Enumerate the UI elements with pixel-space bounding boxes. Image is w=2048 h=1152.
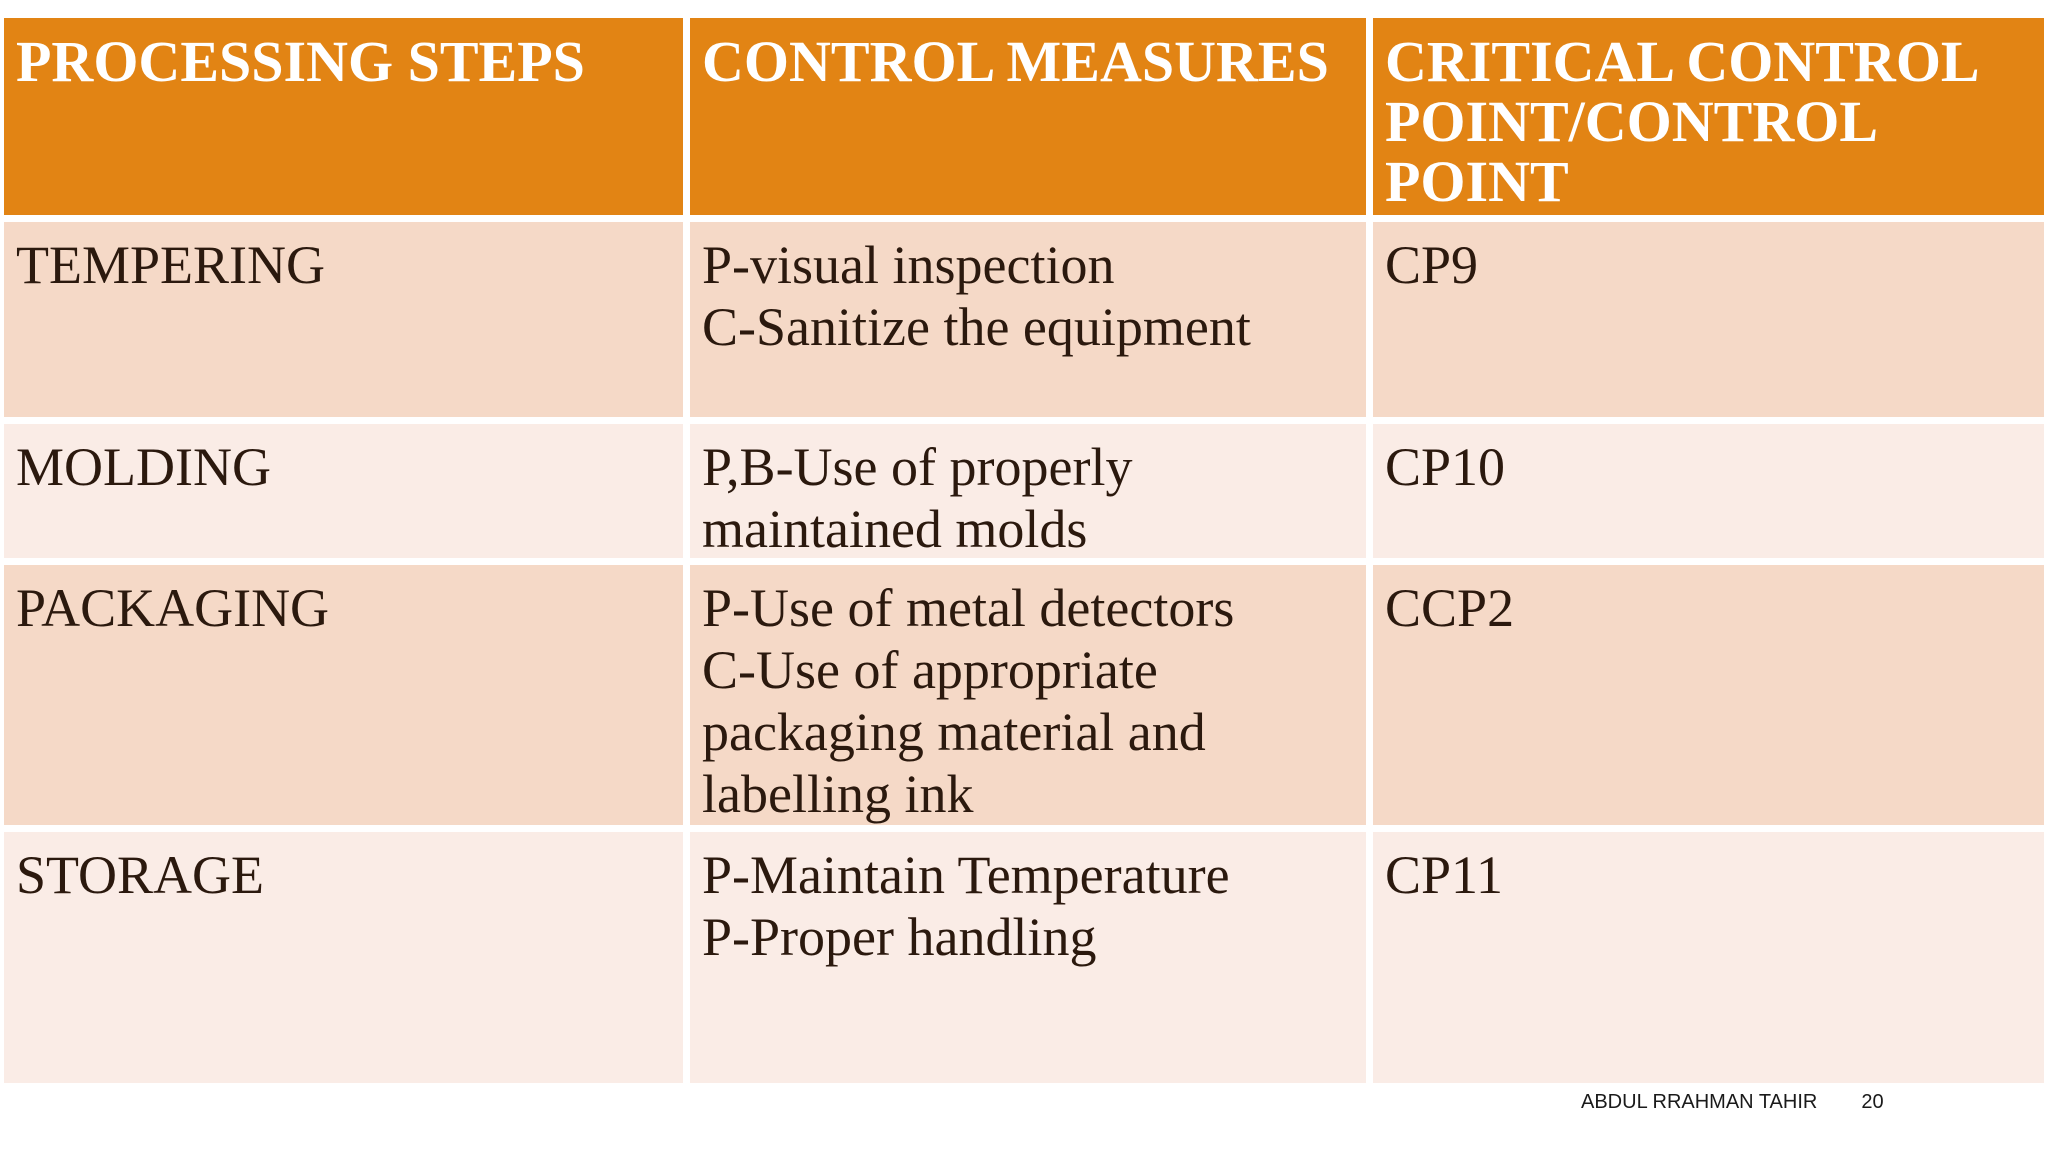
step-cell: MOLDING [4, 424, 683, 558]
ccp-cell: CP10 [1373, 424, 2044, 558]
ccp-cell: CCP2 [1373, 565, 2044, 825]
measures-cell: P-visual inspection C-Sanitize the equip… [690, 222, 1366, 417]
step-cell: TEMPERING [4, 222, 683, 417]
slide-footer: ABDUL RRAHMAN TAHIR 20 [1581, 1090, 1884, 1114]
measure-line: C-Use of appropriate packaging material … [702, 640, 1206, 824]
footer-author: ABDUL RRAHMAN TAHIR [1581, 1091, 1818, 1113]
step-cell: STORAGE [4, 832, 683, 1083]
footer-page-number: 20 [1861, 1091, 1884, 1113]
header-cell-critical-control-point: CRITICAL CONTROL POINT/CONTROL POINT [1373, 18, 2044, 215]
step-cell: PACKAGING [4, 565, 683, 825]
measures-cell: P-Use of metal detectors C-Use of approp… [690, 565, 1366, 825]
ccp-cell: CP11 [1373, 832, 2044, 1083]
measure-line: P-Maintain Temperature [702, 845, 1230, 905]
measures-cell: P-Maintain Temperature P-Proper handling [690, 832, 1366, 1083]
measure-line: P-visual inspection [702, 235, 1115, 295]
measures-cell: P,B-Use of properly maintained molds [690, 424, 1366, 558]
header-cell-processing-steps: PROCESSING STEPS [4, 18, 683, 215]
measure-line: P,B-Use of properly maintained molds [702, 437, 1133, 558]
haccp-table: PROCESSING STEPS CONTROL MEASURES CRITIC… [4, 18, 2044, 1083]
ccp-cell: CP9 [1373, 222, 2044, 417]
header-cell-control-measures: CONTROL MEASURES [690, 18, 1366, 215]
measure-line: C-Sanitize the equipment [702, 297, 1251, 357]
measure-line: P-Proper handling [702, 907, 1097, 967]
measure-line: P-Use of metal detectors [702, 578, 1235, 638]
